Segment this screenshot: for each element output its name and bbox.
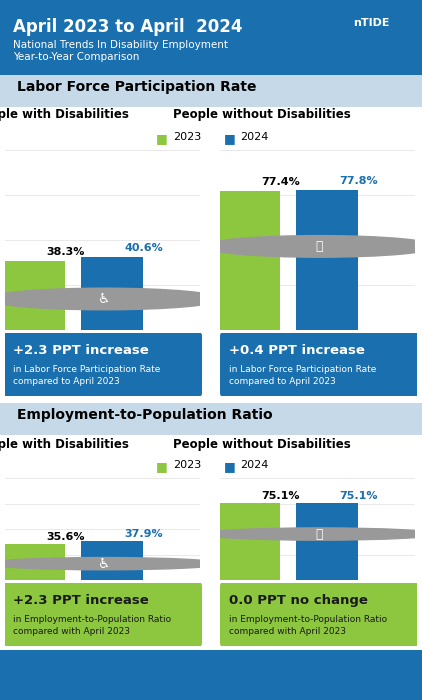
Text: nTIDE: nTIDE xyxy=(353,18,390,28)
Text: Source:: Source: xyxy=(13,654,51,663)
Text: +0.4 PPT increase: +0.4 PPT increase xyxy=(229,344,365,357)
Circle shape xyxy=(0,557,222,570)
Text: in Employment-to-Population Ratio
compared with April 2023: in Employment-to-Population Ratio compar… xyxy=(13,615,171,636)
Text: People without Disabilities: People without Disabilities xyxy=(173,438,351,451)
Text: *PPT = Percentage Point: *PPT = Percentage Point xyxy=(13,685,123,694)
Circle shape xyxy=(203,528,422,540)
FancyBboxPatch shape xyxy=(220,332,418,397)
Text: ■: ■ xyxy=(224,460,235,473)
Text: People without Disabilities: People without Disabilities xyxy=(173,108,351,121)
Text: 👥: 👥 xyxy=(316,240,323,253)
FancyBboxPatch shape xyxy=(220,582,418,647)
Text: People with Disabilities: People with Disabilities xyxy=(0,108,129,121)
Text: 👥: 👥 xyxy=(316,528,323,540)
Bar xyxy=(81,257,143,330)
Text: Kessler Foundation and the University of New Hampshire Institute on Disability
M: Kessler Foundation and the University of… xyxy=(58,654,422,674)
Text: +2.3 PPT increase: +2.3 PPT increase xyxy=(13,344,149,357)
Text: 40.6%: 40.6% xyxy=(124,244,163,253)
Bar xyxy=(296,503,358,580)
Text: ■: ■ xyxy=(224,132,235,145)
Bar xyxy=(296,190,358,330)
Bar xyxy=(218,503,281,580)
Text: 2024: 2024 xyxy=(241,132,269,142)
Text: April 2023 to April  2024: April 2023 to April 2024 xyxy=(13,18,242,36)
Text: Employment-to-Population Ratio: Employment-to-Population Ratio xyxy=(17,408,273,422)
Text: 75.1%: 75.1% xyxy=(261,491,300,501)
Bar xyxy=(3,261,65,330)
Text: 75.1%: 75.1% xyxy=(339,491,378,501)
Text: Year-to-Year Comparison: Year-to-Year Comparison xyxy=(13,52,139,62)
Bar xyxy=(3,544,65,580)
Text: 77.4%: 77.4% xyxy=(261,177,300,187)
Text: in Labor Force Participation Rate
compared to April 2023: in Labor Force Participation Rate compar… xyxy=(229,365,376,386)
Text: ■: ■ xyxy=(156,132,168,145)
Text: +2.3 PPT increase: +2.3 PPT increase xyxy=(13,594,149,607)
Circle shape xyxy=(0,288,222,310)
Text: National Trends In Disability Employment: National Trends In Disability Employment xyxy=(13,40,227,50)
Bar xyxy=(218,190,281,330)
Bar xyxy=(81,541,143,580)
Text: 2023: 2023 xyxy=(173,460,201,470)
Text: Labor Force Participation Rate: Labor Force Participation Rate xyxy=(17,80,257,94)
Text: ♿: ♿ xyxy=(98,292,111,306)
Text: in Employment-to-Population Ratio
compared with April 2023: in Employment-to-Population Ratio compar… xyxy=(229,615,387,636)
Text: 35.6%: 35.6% xyxy=(46,531,85,542)
Text: 77.8%: 77.8% xyxy=(339,176,378,186)
Text: 2024: 2024 xyxy=(241,460,269,470)
FancyBboxPatch shape xyxy=(4,332,202,397)
Text: 0.0 PPT no change: 0.0 PPT no change xyxy=(229,594,368,607)
Text: 38.3%: 38.3% xyxy=(46,248,85,258)
Text: ♿: ♿ xyxy=(98,556,111,570)
Circle shape xyxy=(203,236,422,257)
Text: People with Disabilities: People with Disabilities xyxy=(0,438,129,451)
Text: ■: ■ xyxy=(156,460,168,473)
Text: in Labor Force Participation Rate
compared to April 2023: in Labor Force Participation Rate compar… xyxy=(13,365,160,386)
Text: 37.9%: 37.9% xyxy=(124,529,163,539)
FancyBboxPatch shape xyxy=(4,582,202,647)
Text: 2023: 2023 xyxy=(173,132,201,142)
